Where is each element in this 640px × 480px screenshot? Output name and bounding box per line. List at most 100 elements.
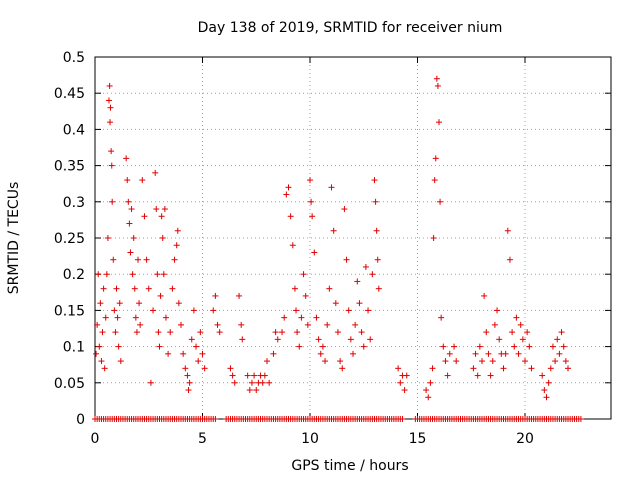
- data-point: [352, 321, 359, 328]
- data-point: [374, 256, 381, 263]
- x-axis-label: GPS time / hours: [291, 458, 408, 474]
- data-point: [309, 213, 316, 220]
- data-point: [167, 329, 174, 336]
- data-point: [371, 177, 378, 184]
- data-point: [93, 350, 100, 357]
- data-point: [431, 177, 438, 184]
- data-point: [440, 343, 447, 350]
- data-point: [543, 394, 550, 401]
- y-tick-label: 0.25: [54, 231, 85, 247]
- x-tick-label: 5: [198, 431, 207, 447]
- data-point: [98, 358, 105, 365]
- data-point: [322, 358, 329, 365]
- data-point: [124, 177, 131, 184]
- data-point: [128, 206, 135, 213]
- data-point: [190, 307, 197, 314]
- data-point: [552, 358, 559, 365]
- data-point: [261, 372, 268, 379]
- data-point: [528, 365, 535, 372]
- data-point: [94, 321, 101, 328]
- data-point: [481, 292, 488, 299]
- y-tick-label: 0.45: [54, 86, 85, 102]
- data-point: [216, 329, 223, 336]
- data-point: [173, 242, 180, 249]
- grid-lines: [95, 57, 611, 419]
- data-point: [159, 235, 166, 241]
- data-point: [130, 235, 137, 241]
- data-point: [451, 343, 458, 350]
- data-point: [487, 372, 494, 379]
- data-point: [199, 350, 206, 357]
- data-point: [326, 285, 333, 292]
- data-point: [95, 271, 102, 278]
- data-point: [343, 256, 350, 263]
- data-point: [184, 372, 191, 379]
- data-point: [298, 314, 305, 321]
- data-point: [423, 387, 430, 394]
- y-tick-label: 0.4: [63, 122, 85, 138]
- data-point: [474, 372, 481, 379]
- data-point: [433, 75, 440, 82]
- data-point: [161, 206, 168, 213]
- data-point: [358, 329, 365, 336]
- data-point: [251, 372, 258, 379]
- x-tick-label: 20: [516, 431, 534, 447]
- data-point: [470, 365, 477, 372]
- data-point: [365, 307, 372, 314]
- data-point: [155, 329, 162, 336]
- data-point: [300, 271, 307, 278]
- data-point: [317, 350, 324, 357]
- data-point: [345, 307, 352, 314]
- data-point: [339, 365, 346, 372]
- data-point: [500, 365, 507, 372]
- data-point: [560, 343, 567, 350]
- data-point: [372, 198, 379, 205]
- x-tick-label: 0: [91, 431, 100, 447]
- data-point: [483, 329, 490, 336]
- data-point: [100, 285, 107, 292]
- data-point: [270, 350, 277, 357]
- data-point: [99, 329, 106, 336]
- data-point: [562, 358, 569, 365]
- data-point: [136, 300, 143, 307]
- data-point: [165, 350, 172, 357]
- data-point: [434, 82, 441, 89]
- data-point: [195, 358, 202, 365]
- data-point: [547, 365, 554, 372]
- data-point: [141, 213, 148, 220]
- y-tick-label: 0.5: [63, 50, 85, 66]
- data-point: [491, 321, 498, 328]
- data-point: [283, 191, 290, 198]
- data-point: [175, 300, 182, 307]
- data-point: [308, 198, 315, 205]
- data-point: [114, 314, 121, 321]
- data-point: [110, 256, 117, 263]
- data-point: [248, 379, 255, 386]
- data-point: [186, 379, 193, 386]
- y-tick-label: 0.3: [63, 195, 85, 211]
- data-point: [517, 321, 524, 328]
- data-point: [427, 379, 434, 386]
- zero-data-point: [399, 416, 406, 422]
- data-points: [92, 75, 584, 422]
- data-point: [496, 336, 503, 343]
- data-point: [108, 148, 115, 155]
- data-point: [311, 249, 318, 256]
- x-tick-labels: 0 5 10 15 20: [91, 431, 534, 447]
- data-point: [506, 256, 513, 263]
- data-point: [113, 285, 120, 292]
- data-point: [315, 336, 322, 343]
- data-point: [227, 365, 234, 372]
- data-point: [515, 350, 522, 357]
- data-point: [279, 329, 286, 336]
- data-point: [197, 329, 204, 336]
- chart-title: Day 138 of 2019, SRMTID for receiver niu…: [198, 20, 503, 36]
- data-point: [106, 82, 113, 89]
- y-tick-labels: 0 0.05 0.1 0.15 0.2 0.25 0.3 0.35 0.4 0.45 0.5: [54, 50, 85, 428]
- data-point: [432, 155, 439, 162]
- data-point: [332, 300, 339, 307]
- y-tick-label: 0.15: [54, 303, 85, 319]
- data-point: [153, 206, 160, 213]
- data-point: [231, 379, 238, 386]
- data-point: [171, 256, 178, 263]
